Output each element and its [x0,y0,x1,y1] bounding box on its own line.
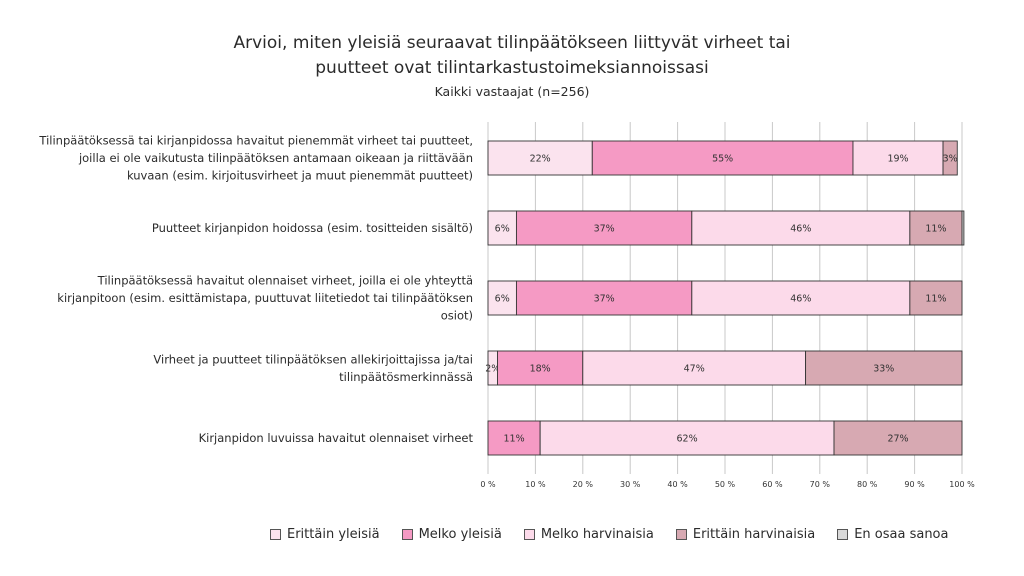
legend-swatch [837,529,849,540]
data-label: 2% [485,364,500,375]
bar-segment [833,420,963,456]
x-tick-label: 60 % [762,480,783,489]
legend: Erittäin yleisiä Melko yleisiä Melko harvi… [270,527,948,542]
data-label: 46% [790,224,811,235]
legend-item: Melko yleisiä [401,527,502,542]
legend-item: Erittäin yleisiä [270,527,380,542]
legend-item: Erittäin harvinaisia [675,527,816,542]
bar-segment [691,210,911,246]
category-label: kuvaan (esim. kirjoitusvirheet ja muut p… [127,169,473,183]
chart-title-line2: puutteet ovat tilintarkastustoimeksianno… [315,58,709,78]
x-tick-label: 30 % [620,480,641,489]
bar-segment [909,280,963,316]
bar-segment [497,350,584,386]
data-label: 3% [943,154,958,165]
bar-segment [961,210,965,246]
legend-swatch [523,529,535,540]
stacked-bar-chart: 0 % 10 % 20 % 30 % 40 % 50 % 60 % 70 % 80 % 90 % 1… [38,122,975,489]
bar-segment [487,210,517,246]
bar-segment [582,350,807,386]
bar-segment [487,420,541,456]
legend-label: Erittäin harvinaisia [692,527,816,542]
legend-label: En osaa sanoa [854,527,949,542]
data-label: 47% [684,364,705,375]
data-label: 37% [594,224,615,235]
x-tick-label: 100 % [949,480,975,489]
category-label: Tilinpäätöksessä tai kirjanpidossa havai… [38,134,473,148]
data-label: 11% [925,294,946,305]
data-label: 55% [712,154,733,165]
legend-item: En osaa sanoa [837,527,948,542]
category-label: osiot) [441,309,473,323]
bar-segment [539,420,835,456]
category-label: Kirjanpidon luvuissa havaitut olennaiset… [199,431,474,445]
bar-segment [691,280,911,316]
x-tick-label: 80 % [857,480,878,489]
data-label: 6% [495,294,510,305]
chart-title: Arvioi, miten yleisiä seuraavat tilinpää… [233,33,791,53]
data-label: 33% [873,364,894,375]
bar-segment [487,280,517,316]
data-label: 11% [504,434,525,445]
legend-label: Melko harvinaisia [540,527,654,542]
legend-label: Melko yleisiä [418,527,502,542]
data-label: 11% [925,224,946,235]
x-tick-label: 90 % [904,480,925,489]
x-tick-label: 70 % [810,480,831,489]
category-label: Tilinpäätöksessä havaitut olennaiset vir… [97,274,473,288]
chart-subtitle: Kaikki vastaajat (n=256) [434,84,590,99]
category-label: kirjanpitoon (esim. esittämistapa, puutt… [57,291,473,305]
data-label: 18% [530,364,551,375]
x-tick-label: 20 % [573,480,594,489]
category-label: joilla ei ole vaikutusta tilinpäätöksen … [78,151,473,165]
bar-segment [852,140,944,176]
data-label: 27% [887,434,908,445]
bar-segment [942,140,958,176]
data-label: 19% [887,154,908,165]
x-tick-label: 10 % [525,480,546,489]
data-label: 37% [594,294,615,305]
category-label: tilinpäätösmerkinnässä [339,370,473,384]
data-label: 6% [495,224,510,235]
data-label: 62% [677,434,698,445]
bar-segment [909,210,963,246]
x-tick-label: 50 % [715,480,736,489]
bar-segment [515,280,693,316]
legend-item: Melko harvinaisia [523,527,654,542]
bar-segment [487,140,593,176]
bar-segment [515,210,693,246]
data-label: 46% [790,294,811,305]
data-label: 22% [530,154,551,165]
category-label: Puutteet kirjanpidon hoidossa (esim. tos… [152,221,473,235]
legend-swatch [401,529,413,540]
bar-segment [805,350,963,386]
legend-swatch [270,529,281,540]
bar-segment [591,140,854,176]
x-tick-label: 0 % [480,480,496,489]
legend-label: Erittäin yleisiä [287,527,380,542]
x-tick-label: 40 % [667,480,688,489]
legend-swatch [675,529,687,540]
category-label: Virheet ja puutteet tilinpäätöksen allek… [153,352,473,366]
